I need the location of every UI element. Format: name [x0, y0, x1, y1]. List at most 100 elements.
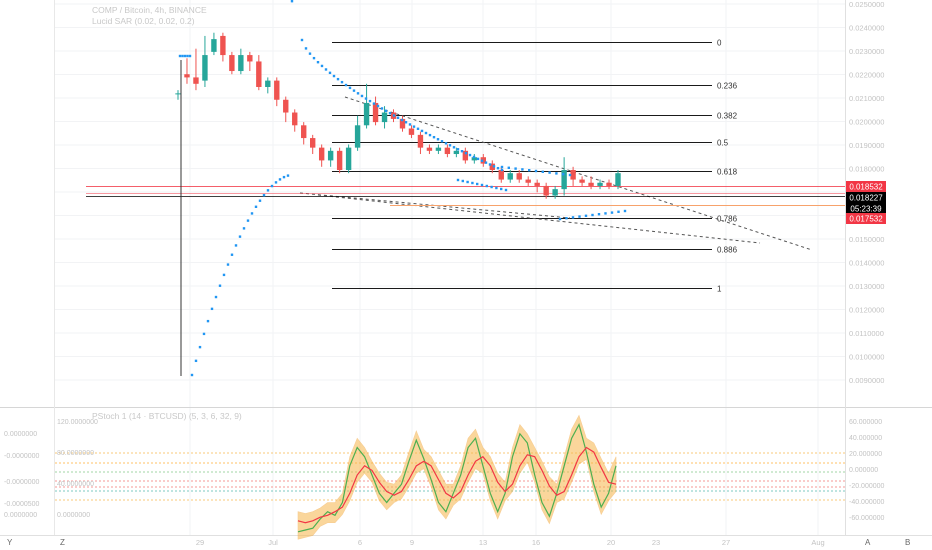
- candle-body: [417, 134, 424, 148]
- candle-body: [202, 55, 208, 81]
- sar-dot: [610, 211, 614, 214]
- sar-dot: [320, 64, 324, 68]
- sar-dot: [356, 92, 360, 95]
- sar-dot: [376, 104, 380, 108]
- time-axis-label: 16: [532, 538, 540, 547]
- sar-dot: [186, 54, 189, 58]
- sar-dot: [528, 169, 531, 172]
- candle-body: [318, 147, 325, 161]
- osc-left-axis-label: 0.0000000: [4, 431, 37, 438]
- time-axis[interactable]: 29 Jul 6 9 13 16 20 23 27 Aug: [196, 538, 825, 547]
- sar-dot: [250, 212, 254, 215]
- sar-dot: [420, 129, 424, 133]
- sar-dot: [448, 144, 452, 147]
- sar-dot: [460, 150, 464, 153]
- osc-mid-axis-label: 120.0000000: [57, 419, 98, 426]
- price-axis-label: 0.0140000: [849, 259, 884, 268]
- sar-dot: [324, 68, 328, 71]
- sar-dot: [290, 0, 294, 3]
- candle-body: [561, 169, 567, 190]
- sar-dot: [456, 178, 460, 182]
- sar-dot: [521, 168, 524, 171]
- red-upper-tag-bg: [846, 181, 886, 192]
- sar-dot: [340, 80, 344, 84]
- last-price-tag: 0.018227: [849, 194, 883, 203]
- fib-level-label: 0.5: [717, 139, 729, 148]
- candle-body: [489, 163, 495, 170]
- sar-dot: [534, 169, 538, 173]
- fibonacci-retracement[interactable]: 0 0.236 0.382 0.5 0.618 0.786 0.886 1: [332, 39, 738, 294]
- candle-body: [399, 118, 406, 129]
- wedge-trendlines[interactable]: [299, 96, 813, 251]
- lower-trendline[interactable]: [317, 194, 761, 244]
- sar-dot: [372, 102, 376, 105]
- price-axis[interactable]: 0.0250000 0.0240000 0.0230000 0.0220000 0.02…: [849, 0, 884, 385]
- candle-body: [211, 39, 217, 52]
- sar-legend[interactable]: Lucid SAR (0.02, 0.02, 0.2): [92, 16, 195, 26]
- fib-level-label: 0.382: [717, 112, 738, 121]
- lucid-sar: [178, 0, 627, 377]
- sar-dot: [352, 89, 356, 92]
- red-upper-tag: 0.018532: [849, 183, 883, 192]
- sar-dot: [304, 47, 308, 50]
- z-button[interactable]: Z: [60, 538, 65, 547]
- time-axis-label: 20: [607, 538, 615, 547]
- price-axis-label: 0.0240000: [849, 24, 884, 33]
- candle-body: [345, 147, 352, 170]
- sar-dot: [336, 77, 340, 81]
- red-lower-tag: 0.017532: [849, 215, 883, 224]
- sar-dot: [316, 60, 320, 64]
- osc-right-axis-label: 20.000000: [849, 451, 882, 458]
- sar-dot: [555, 172, 558, 175]
- price-axis-label: 0.0150000: [849, 235, 884, 244]
- sar-dot: [507, 166, 510, 169]
- sar-dot: [282, 175, 286, 179]
- candle-body: [175, 93, 181, 95]
- osc-left-axis-label: -0.0000000: [4, 453, 40, 460]
- candle-body: [579, 179, 585, 183]
- sar-dot: [226, 263, 230, 266]
- candle-body: [238, 55, 244, 72]
- sar-dot: [565, 217, 568, 220]
- osc-green-line: [297, 422, 617, 533]
- oscillator-axis[interactable]: 0.0000000 -0.0000000 -0.0000000 -0.0000500 0…: [4, 419, 885, 522]
- sar-dot: [368, 99, 372, 103]
- sar-dot: [392, 114, 396, 117]
- candle-body: [336, 150, 343, 170]
- candle-body: [471, 157, 478, 161]
- candle-body: [525, 179, 531, 183]
- price-axis-label: 0.0130000: [849, 282, 884, 291]
- a-button[interactable]: A: [865, 538, 871, 547]
- candle-body: [363, 102, 370, 126]
- fib-level-label: 0.236: [717, 82, 738, 91]
- candle-body: [615, 173, 621, 186]
- price-axis-label: 0.0230000: [849, 47, 884, 56]
- time-axis-label: 23: [652, 538, 660, 547]
- symbol-legend[interactable]: COMP / Bitcoin, 4h, BINANCE: [92, 5, 207, 15]
- sar-dot: [548, 171, 551, 174]
- y-button[interactable]: Y: [7, 538, 13, 547]
- sar-dot: [476, 157, 480, 161]
- time-axis-label: Jul: [268, 538, 278, 547]
- sar-dot: [440, 140, 444, 143]
- osc-legend[interactable]: PStoch 1 (14 · BTCUSD) (5, 3, 6, 32, 9): [92, 411, 242, 421]
- sar-dot: [348, 86, 352, 90]
- osc-mid-axis-label: 80.0000000: [57, 450, 94, 457]
- fib-level-label: 0.618: [717, 168, 738, 177]
- price-axis-label: 0.0120000: [849, 306, 884, 315]
- fib-level-label: 1: [717, 285, 722, 294]
- b-button[interactable]: B: [905, 538, 910, 547]
- upper-trendline[interactable]: [344, 96, 813, 251]
- sar-dot: [492, 165, 496, 168]
- osc-left-axis-label: -0.0000000: [4, 479, 40, 486]
- sar-dot: [312, 56, 316, 60]
- candle-body: [588, 182, 594, 186]
- sar-dot: [436, 138, 440, 141]
- candle-body: [354, 125, 361, 148]
- sar-dot: [471, 181, 474, 185]
- sar-dot: [461, 179, 464, 183]
- time-axis-label: 13: [479, 538, 487, 547]
- sar-dot: [286, 174, 290, 177]
- candle-body: [283, 99, 289, 113]
